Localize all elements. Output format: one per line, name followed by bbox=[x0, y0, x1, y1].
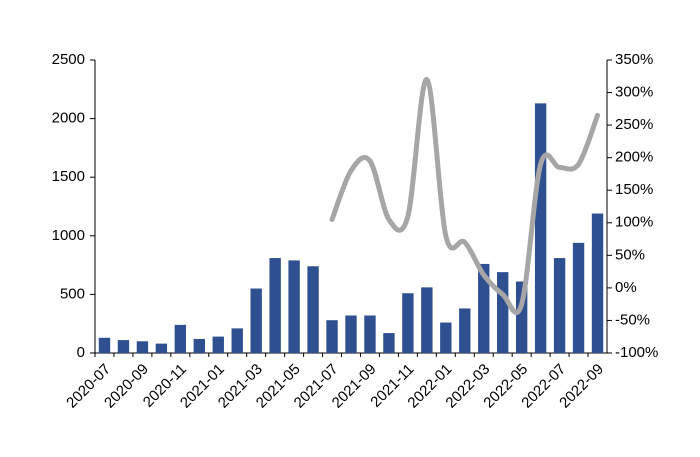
bar bbox=[212, 336, 224, 353]
bar bbox=[269, 258, 281, 353]
y-tick-label: 1500 bbox=[52, 168, 85, 185]
bar bbox=[459, 308, 471, 353]
bar bbox=[364, 315, 376, 353]
bar bbox=[383, 333, 395, 353]
y-tick-label: 1000 bbox=[52, 227, 85, 244]
bar bbox=[250, 288, 262, 353]
bar bbox=[478, 263, 490, 353]
bar bbox=[534, 103, 547, 353]
bar bbox=[155, 343, 168, 353]
bar bbox=[117, 340, 130, 353]
bar bbox=[231, 328, 243, 353]
y2-tick-label: 350% bbox=[615, 51, 653, 68]
bar bbox=[136, 341, 149, 353]
bar bbox=[345, 315, 357, 353]
y2-tick-label: 150% bbox=[615, 181, 653, 198]
y2-tick-label: 250% bbox=[615, 116, 653, 133]
bar bbox=[174, 324, 187, 353]
bar bbox=[193, 338, 205, 353]
y2-tick-label: 100% bbox=[615, 214, 653, 231]
y2-tick-label: 0% bbox=[615, 279, 637, 296]
y2-tick-label: -100% bbox=[615, 344, 658, 361]
y2-tick-label: 300% bbox=[615, 84, 653, 101]
y2-tick-label: 200% bbox=[615, 149, 653, 166]
y2-tick-label: -50% bbox=[615, 311, 650, 328]
bar bbox=[98, 337, 111, 353]
bar bbox=[515, 281, 528, 353]
bar bbox=[307, 266, 319, 353]
bar bbox=[326, 320, 338, 353]
bar bbox=[497, 272, 509, 353]
bar bbox=[402, 293, 414, 353]
bar bbox=[591, 213, 604, 353]
y-tick-label: 2000 bbox=[52, 110, 85, 127]
y-tick-label: 500 bbox=[60, 285, 85, 302]
line bbox=[329, 77, 601, 315]
bar bbox=[288, 260, 300, 353]
bar bbox=[553, 258, 566, 353]
bar bbox=[421, 287, 433, 353]
bar bbox=[440, 322, 452, 353]
y-tick-label: 0 bbox=[77, 344, 85, 361]
y-tick-label: 2500 bbox=[52, 51, 85, 68]
bar bbox=[572, 242, 585, 353]
y2-tick-label: 50% bbox=[615, 246, 645, 263]
